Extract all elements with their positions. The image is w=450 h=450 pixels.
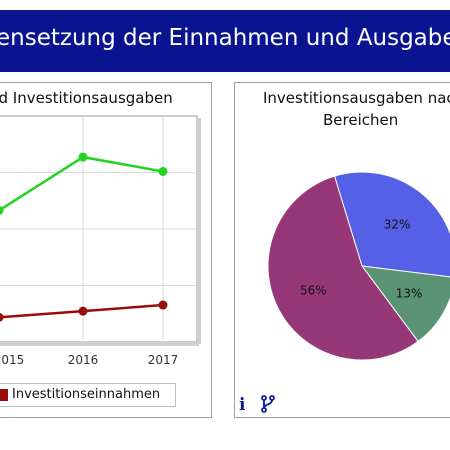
pie-slice: [360, 265, 450, 343]
legend-label-income: Investitionseinnahmen: [12, 387, 161, 402]
fork-icon-glyph: [261, 395, 275, 413]
series-point: [158, 300, 168, 310]
series-point: [158, 166, 168, 176]
fork-icon[interactable]: [261, 395, 275, 417]
pie-slice-label: 32%: [384, 217, 411, 231]
line-chart: 2015 2016 2017: [0, 115, 201, 367]
pie-chart-title-line2: Bereichen: [323, 111, 399, 129]
legend-swatch-income: [0, 389, 8, 401]
line-chart-legend[interactable]: Investitionseinnahmen: [0, 383, 176, 407]
series-point: [0, 312, 4, 322]
page-banner: ensetzung der Einnahmen und Ausgaben a: [0, 10, 450, 72]
plot-shadow-bottom: [0, 342, 199, 346]
line-chart-title: nd Investitionsausgaben: [0, 89, 173, 107]
series-line: [0, 303, 164, 319]
series-line: [0, 155, 164, 212]
pie-chart: 32% 13% 56%: [267, 171, 450, 361]
series-point: [78, 306, 88, 316]
x-tick-label: 2017: [148, 353, 179, 367]
pie-slice-label: 56%: [300, 284, 327, 298]
series-point: [0, 206, 4, 215]
pie-chart-panel: Investitionsausgaben nac Bereichen 32% 13…: [234, 82, 450, 418]
x-tick-label: 2015: [0, 353, 24, 367]
info-icon[interactable]: i: [239, 395, 246, 415]
line-chart-panel: nd Investitionsausgaben 2015 2016 2017 Inv…: [0, 82, 212, 418]
pie-slice: [333, 171, 450, 278]
pie-chart-title-line1: Investitionsausgaben nac: [263, 89, 450, 107]
x-tick-label: 2016: [68, 353, 99, 367]
page-title: ensetzung der Einnahmen und Ausgaben a: [0, 25, 450, 51]
series-point: [78, 152, 88, 162]
pie-slice-label: 13%: [396, 286, 423, 300]
pie-slice: [267, 175, 419, 361]
plot-shadow-right: [197, 118, 201, 344]
